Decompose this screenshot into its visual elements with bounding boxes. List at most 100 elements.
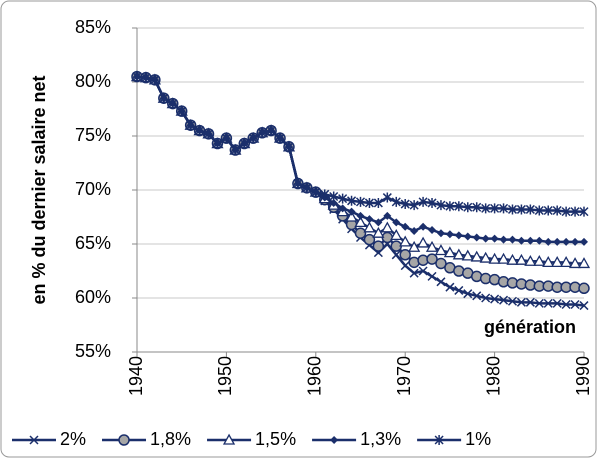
x-tick-label: 1980 — [483, 356, 503, 396]
marker — [570, 299, 580, 310]
marker — [364, 197, 374, 208]
marker — [400, 261, 410, 271]
marker — [436, 229, 445, 238]
marker — [329, 198, 338, 207]
marker — [365, 215, 374, 224]
marker — [454, 231, 463, 240]
marker — [363, 221, 376, 233]
marker — [580, 237, 588, 246]
legend-label: 1% — [465, 429, 491, 449]
marker — [222, 433, 236, 445]
y-tick-label: 60% — [75, 287, 111, 307]
marker — [490, 234, 499, 243]
marker — [230, 145, 240, 156]
legend-label: 1,3% — [360, 429, 401, 449]
marker — [488, 252, 501, 264]
y-tick-label: 80% — [75, 71, 111, 91]
marker — [533, 254, 546, 266]
marker — [329, 191, 339, 202]
marker — [434, 244, 448, 256]
legend-label: 1,8% — [150, 429, 191, 449]
marker — [399, 235, 412, 247]
marker — [507, 296, 518, 306]
marker — [354, 227, 367, 239]
marker — [472, 202, 482, 213]
marker — [551, 256, 564, 268]
marker — [330, 436, 339, 444]
marker — [578, 282, 590, 295]
marker — [436, 200, 446, 211]
marker — [516, 297, 526, 307]
marker — [381, 221, 394, 233]
marker — [132, 71, 142, 82]
marker — [118, 434, 130, 446]
marker — [481, 293, 491, 303]
marker — [203, 128, 214, 139]
marker — [577, 257, 591, 269]
marker — [452, 248, 465, 260]
marker — [419, 222, 428, 231]
marker — [560, 256, 573, 268]
marker — [391, 250, 401, 260]
marker — [427, 197, 437, 208]
marker — [150, 74, 160, 85]
marker — [372, 240, 385, 252]
y-axis-title: en % du dernier salaire net — [29, 75, 49, 304]
marker — [373, 197, 383, 208]
legend-label: 1,5% — [255, 429, 296, 449]
marker — [543, 298, 553, 308]
marker — [544, 237, 553, 246]
marker — [29, 435, 39, 445]
marker — [579, 301, 589, 311]
y-tick-label: 65% — [75, 233, 111, 253]
marker — [454, 201, 464, 212]
marker — [561, 299, 571, 310]
marker — [542, 256, 555, 268]
marker — [535, 236, 544, 245]
marker — [570, 206, 580, 217]
marker — [141, 72, 151, 83]
marker — [524, 254, 537, 266]
marker — [409, 200, 419, 211]
marker — [338, 193, 348, 204]
marker — [428, 225, 437, 234]
marker — [418, 266, 428, 276]
marker — [508, 235, 517, 244]
marker — [445, 201, 455, 212]
marker — [374, 218, 383, 227]
marker — [401, 222, 410, 231]
marker — [410, 227, 419, 236]
marker — [284, 141, 294, 152]
marker — [534, 298, 544, 308]
marker — [392, 218, 401, 227]
marker — [293, 178, 303, 189]
marker — [347, 207, 356, 216]
marker — [355, 196, 366, 207]
marker — [516, 204, 526, 215]
marker — [497, 252, 510, 264]
marker — [515, 253, 528, 265]
marker — [507, 204, 518, 215]
marker — [517, 236, 526, 245]
y-tick-label: 70% — [75, 179, 111, 199]
marker — [552, 205, 562, 216]
marker — [418, 196, 428, 207]
marker — [499, 295, 509, 305]
marker — [479, 251, 492, 263]
marker — [383, 211, 392, 220]
annotation: génération — [484, 317, 576, 337]
x-tick-label: 1950 — [215, 356, 235, 396]
marker — [345, 210, 358, 222]
y-tick-label: 55% — [75, 341, 111, 361]
y-tick-label: 85% — [75, 17, 111, 37]
marker — [399, 249, 411, 261]
marker — [195, 125, 205, 136]
marker — [454, 285, 464, 295]
marker — [568, 257, 582, 269]
marker — [463, 232, 472, 241]
marker — [445, 282, 455, 292]
marker — [311, 187, 321, 198]
marker — [372, 226, 385, 238]
marker — [552, 298, 562, 308]
